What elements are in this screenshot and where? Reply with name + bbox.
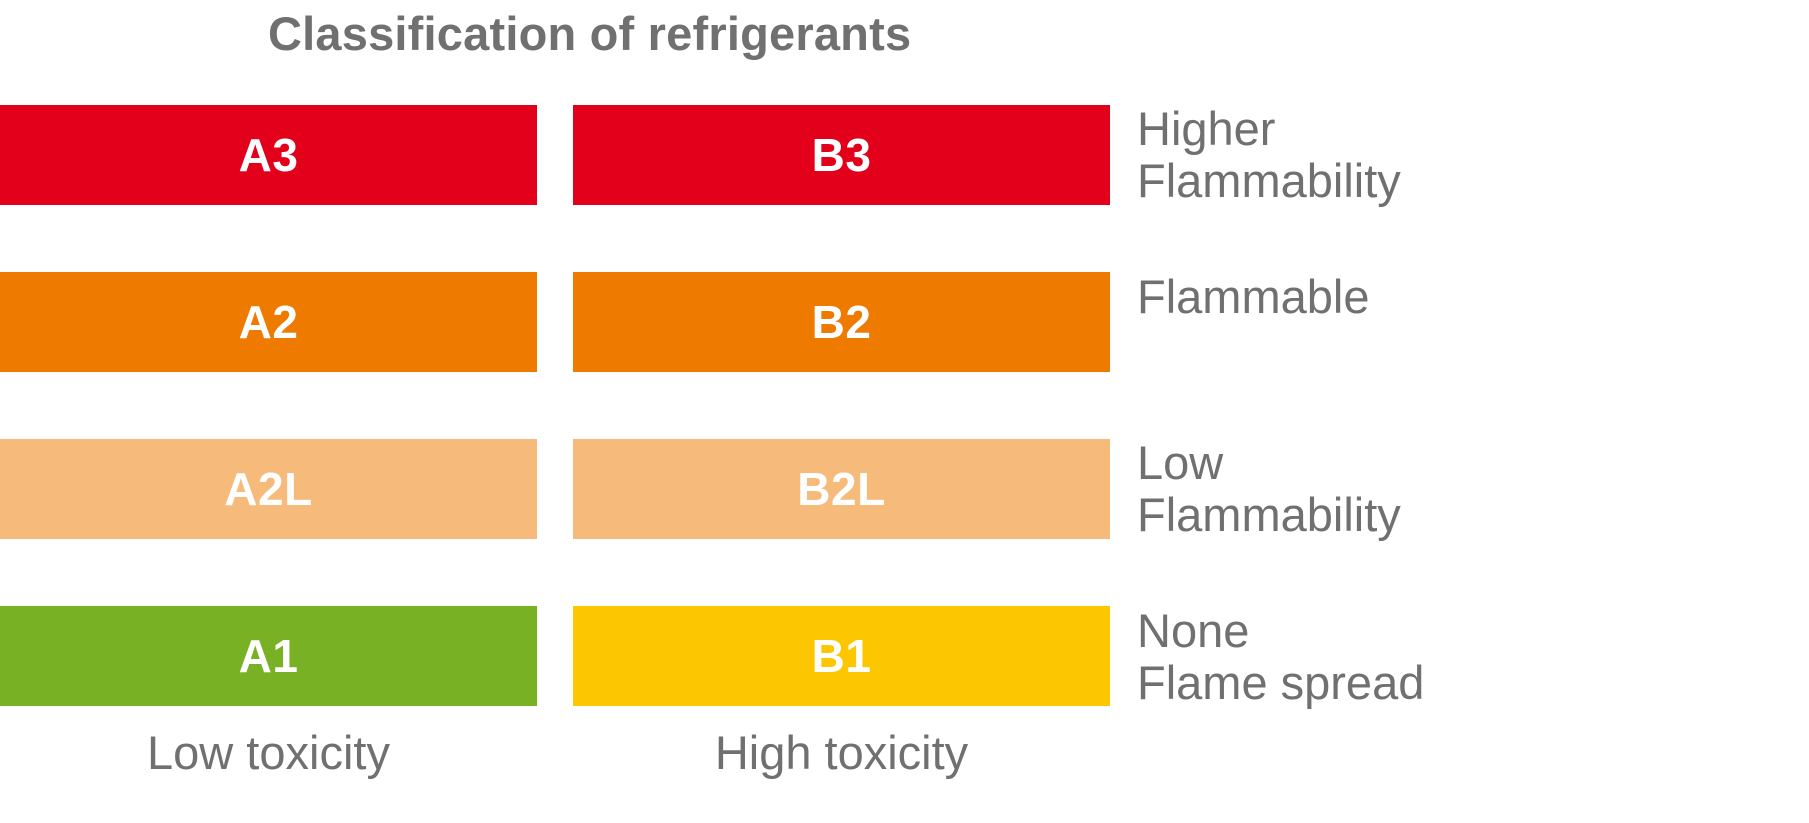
cell-a2l: A2L [0, 439, 537, 539]
cell-b2l: B2L [573, 439, 1110, 539]
high-toxicity-label: High toxicity [714, 726, 969, 779]
no-flame-spread-line-1: None [1137, 604, 1250, 657]
cell-a1: A1 [0, 606, 537, 706]
cell-b1: B1 [573, 606, 1110, 706]
low-flammability-label: Low Flammability [1137, 437, 1401, 541]
low-flammability-line-1: Low [1137, 436, 1224, 489]
flammable-label: Flammable [1137, 271, 1369, 323]
cell-a3: A3 [0, 105, 537, 205]
higher-flammability-line-1: Higher [1137, 102, 1276, 155]
low-toxicity-label: Low toxicity [147, 726, 390, 779]
flammable-line-1: Flammable [1137, 270, 1370, 323]
cell-b2: B2 [573, 272, 1110, 372]
cell-a2: A2 [0, 272, 537, 372]
no-flame-spread-line-2: Flame spread [1137, 656, 1425, 709]
higher-flammability-line-2: Flammability [1137, 154, 1401, 207]
no-flame-spread-label: None Flame spread [1137, 605, 1424, 709]
diagram-title: Classification of refrigerants [268, 7, 912, 60]
low-flammability-line-2: Flammability [1137, 488, 1401, 541]
cell-b3: B3 [573, 105, 1110, 205]
higher-flammability-label: Higher Flammability [1137, 103, 1401, 207]
